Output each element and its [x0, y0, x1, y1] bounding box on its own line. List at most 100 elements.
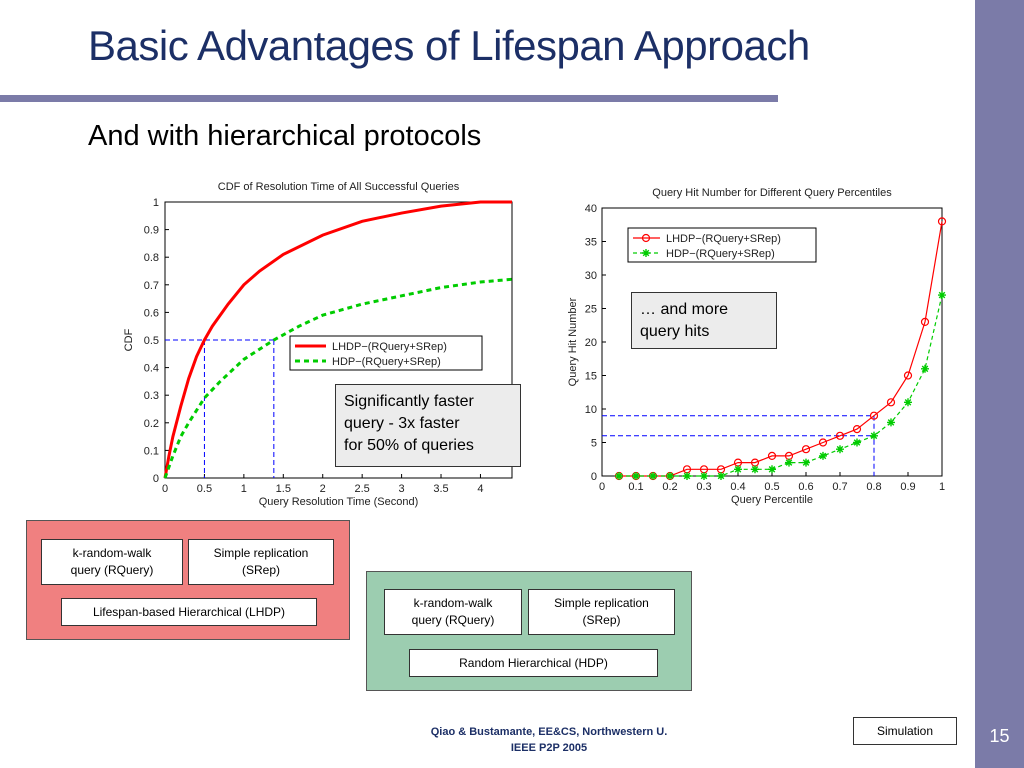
box-line: k-random-walk [72, 546, 152, 560]
data-point [641, 233, 651, 243]
footer-line: IEEE P2P 2005 [510, 742, 588, 754]
box-line: query (RQuery) [70, 563, 154, 577]
x-tick-label: 0.1 [628, 481, 643, 493]
x-tick-label: 4 [477, 483, 483, 495]
data-point [920, 317, 930, 326]
x-axis-label: Query Resolution Time (Second) [259, 496, 419, 508]
data-point [734, 465, 742, 474]
y-tick-label: 0.2 [144, 418, 159, 430]
sidebar-accent [975, 0, 1024, 768]
data-point [632, 472, 640, 480]
data-point [903, 371, 913, 380]
srep-box: Simple replication (SRep) [188, 539, 334, 585]
x-tick-label: 0 [162, 483, 168, 495]
y-tick-label: 0 [591, 471, 597, 483]
box-line: Simple replication [554, 596, 649, 610]
slide-title: Basic Advantages of Lifespan Approach [88, 22, 810, 69]
data-point [852, 425, 862, 434]
x-tick-label: 0.7 [832, 481, 847, 493]
box-line: Simple replication [213, 546, 309, 560]
legend-label: HDP−(RQuery+SRep) [666, 248, 775, 260]
callout-line: query - 3x faster [344, 415, 460, 432]
x-tick-label: 0.3 [696, 481, 711, 493]
data-point [767, 451, 777, 460]
y-tick-label: 40 [585, 203, 597, 215]
lhdp-label-box: Lifespan-based Hierarchical (LHDP) [61, 598, 317, 626]
hdp-panel: k-random-walk query (RQuery) Simple repl… [366, 571, 692, 691]
data-point [835, 431, 845, 440]
srep-box: Simple replication (SRep) [528, 589, 675, 635]
data-point [700, 472, 708, 480]
data-point [768, 465, 776, 474]
x-tick-label: 0.9 [900, 481, 915, 493]
y-tick-label: 1 [153, 197, 159, 209]
y-tick-label: 0.4 [144, 363, 159, 375]
data-point [649, 472, 657, 480]
data-point [819, 451, 827, 460]
slide-subtitle: And with hierarchical protocols [88, 120, 482, 152]
legend-box [289, 335, 483, 371]
callout-line: for 50% of queries [344, 437, 474, 454]
footer-citation: Qiao & Bustamante, EE&CS, Northwestern U… [404, 724, 694, 756]
box-line: (SRep) [241, 563, 280, 577]
chart-title: CDF of Resolution Time of All Successful… [218, 181, 460, 193]
x-tick-label: 2.5 [355, 483, 370, 495]
data-point [802, 458, 810, 467]
data-point [887, 418, 895, 427]
y-tick-label: 0.1 [144, 445, 159, 457]
data-point [615, 472, 623, 480]
x-tick-label: 0.8 [866, 481, 881, 493]
y-tick-label: 30 [585, 270, 597, 282]
data-point [853, 438, 861, 447]
x-tick-label: 0.4 [730, 481, 745, 493]
y-tick-label: 0.5 [144, 335, 159, 347]
y-tick-label: 0.9 [144, 225, 159, 237]
series-line-lhdp [163, 200, 512, 479]
callout-line: … and more [640, 301, 729, 318]
y-tick-label: 0.7 [144, 280, 159, 292]
y-tick-label: 0.8 [144, 252, 159, 264]
data-point [751, 465, 759, 474]
chart-title: Query Hit Number for Different Query Per… [652, 187, 892, 199]
y-tick-label: 10 [585, 404, 597, 416]
footer-line: Qiao & Bustamante, EE&CS, Northwestern U… [430, 726, 668, 738]
rquery-box: k-random-walk query (RQuery) [41, 539, 183, 585]
y-tick-label: 0 [153, 473, 159, 485]
data-point [886, 398, 896, 407]
title-underline [0, 95, 778, 102]
data-point [801, 445, 811, 454]
x-tick-label: 3 [399, 483, 405, 495]
hdp-label-box: Random Hierarchical (HDP) [409, 649, 658, 677]
y-tick-label: 35 [585, 237, 597, 249]
y-axis-label: CDF [123, 328, 135, 351]
legend-box [627, 227, 817, 263]
data-point [785, 458, 793, 467]
y-tick-label: 25 [585, 304, 597, 316]
simulation-button[interactable]: Simulation [853, 717, 957, 745]
x-tick-label: 1 [939, 481, 945, 493]
x-tick-label: 0.6 [798, 481, 813, 493]
legend-label: LHDP−(RQuery+SRep) [332, 341, 447, 353]
data-point [869, 411, 879, 420]
callout-more-hits: … and more query hits [631, 292, 777, 349]
data-point [921, 364, 929, 373]
legend-label: LHDP−(RQuery+SRep) [666, 233, 781, 245]
data-point [717, 472, 725, 480]
callout-faster-query: Significantly faster query - 3x faster f… [335, 384, 521, 467]
y-tick-label: 0.6 [144, 307, 159, 319]
y-tick-label: 20 [585, 337, 597, 349]
series-line-hdp [163, 277, 513, 479]
y-tick-label: 0.3 [144, 390, 159, 402]
data-point [642, 249, 650, 257]
x-tick-label: 0 [599, 481, 605, 493]
callout-line: query hits [640, 323, 710, 340]
rquery-box: k-random-walk query (RQuery) [384, 589, 522, 635]
lhdp-panel: k-random-walk query (RQuery) Simple repl… [26, 520, 350, 640]
x-axis-label: Query Percentile [731, 494, 813, 506]
box-line: k-random-walk [413, 596, 493, 610]
data-point [666, 472, 674, 480]
x-tick-label: 0.5 [197, 483, 212, 495]
y-axis-label: Query Hit Number [567, 297, 579, 386]
data-point [938, 291, 946, 300]
x-tick-label: 3.5 [433, 483, 448, 495]
